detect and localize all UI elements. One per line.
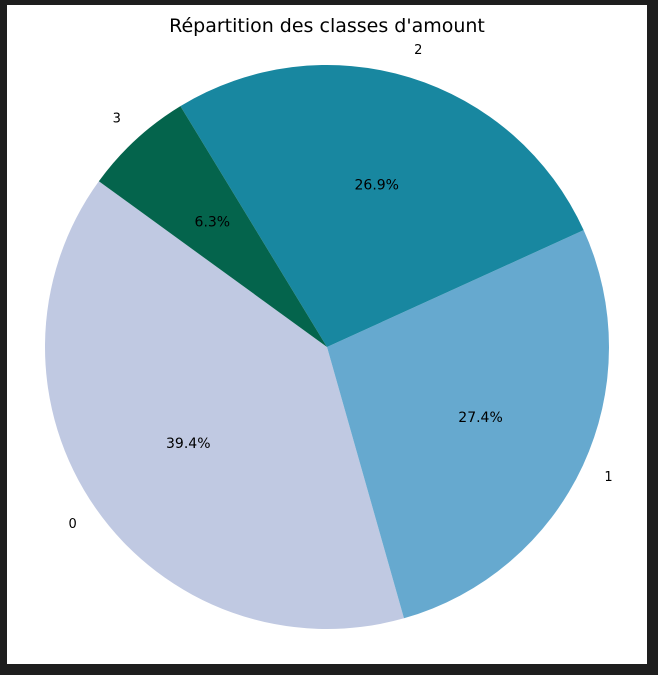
pie-slice-0 bbox=[45, 181, 404, 629]
pie-pct-label-1: 27.4% bbox=[458, 410, 502, 426]
pie-category-label-0: 0 bbox=[69, 517, 77, 532]
pie-category-label-2: 2 bbox=[414, 43, 422, 58]
pie-category-label-1: 1 bbox=[604, 470, 612, 485]
pie-slice-1 bbox=[327, 230, 609, 619]
chart-title: Répartition des classes d'amount bbox=[169, 15, 485, 37]
chart-panel: Répartition des classes d'amount 39.4% 0 2… bbox=[7, 5, 647, 664]
pie-slice-2 bbox=[180, 64, 584, 348]
pie-slice-3 bbox=[98, 106, 327, 347]
pie-pct-label-0: 39.4% bbox=[166, 436, 210, 452]
pie-pct-label-2: 26.9% bbox=[355, 177, 399, 193]
pie-chart: 39.4% 0 27.4% 1 26.9% 2 6.3% 3 bbox=[45, 43, 613, 629]
pie-pct-label-3: 6.3% bbox=[195, 215, 231, 231]
pie-category-label-3: 3 bbox=[113, 111, 121, 126]
